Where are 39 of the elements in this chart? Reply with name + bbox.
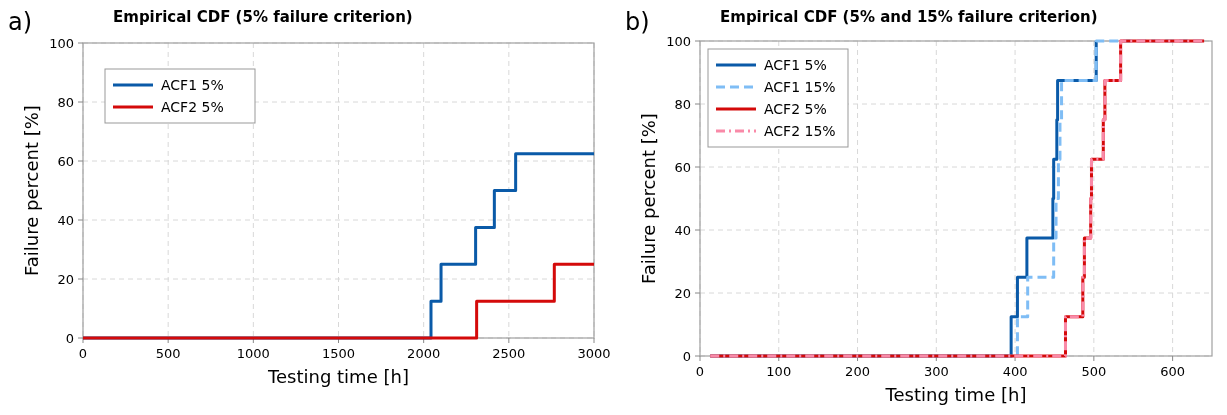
y-tick-label: 60 xyxy=(674,160,691,175)
x-tick-label: 2000 xyxy=(407,346,441,361)
x-tick-label: 1500 xyxy=(321,346,356,361)
x-tick-label: 1000 xyxy=(236,346,270,361)
x-tick-label: 0 xyxy=(695,364,705,379)
y-tick-label: 0 xyxy=(65,331,74,346)
legend-label: ACF1 5% xyxy=(764,57,827,73)
x-tick-label: 600 xyxy=(1160,364,1186,379)
text: a) xyxy=(8,8,33,36)
chart-title: Empirical CDF (5% failure criterion) xyxy=(113,8,413,26)
y-tick-label: 100 xyxy=(49,36,74,51)
y-tick-label: 80 xyxy=(674,97,691,112)
x-tick-label: 400 xyxy=(1002,364,1028,379)
y-tick-label: 40 xyxy=(57,213,74,228)
x-axis-title: Testing time [h] xyxy=(884,384,1027,405)
y-tick-label: 100 xyxy=(666,34,691,49)
y-tick-label: 80 xyxy=(57,95,74,110)
text: b) xyxy=(625,8,650,36)
x-axis-title: Testing time [h] xyxy=(267,366,409,387)
y-axis-title: Failure percent [%] xyxy=(21,105,42,276)
x-tick-label: 300 xyxy=(923,364,949,379)
x-tick-label: 500 xyxy=(1081,364,1107,379)
x-tick-label: 2500 xyxy=(492,346,526,361)
x-tick-label: 500 xyxy=(155,346,181,361)
x-tick-label: 3000 xyxy=(577,346,611,361)
legend-label: ACF2 15% xyxy=(764,123,836,139)
y-tick-label: 60 xyxy=(57,154,74,169)
y-tick-label: 20 xyxy=(674,286,691,301)
x-tick-label: 100 xyxy=(766,364,792,379)
legend-label: ACF1 15% xyxy=(764,79,836,95)
y-tick-label: 20 xyxy=(57,272,74,287)
x-tick-label: 200 xyxy=(845,364,870,379)
legend-label: ACF2 5% xyxy=(161,99,224,115)
y-tick-label: 40 xyxy=(674,223,691,238)
legend-label: ACF1 5% xyxy=(161,77,224,93)
y-axis-title: Failure percent [%] xyxy=(638,113,659,284)
x-tick-label: 0 xyxy=(78,346,88,361)
chart-title: Empirical CDF (5% and 15% failure criterion) xyxy=(720,8,1098,26)
legend-label: ACF2 5% xyxy=(764,101,827,117)
